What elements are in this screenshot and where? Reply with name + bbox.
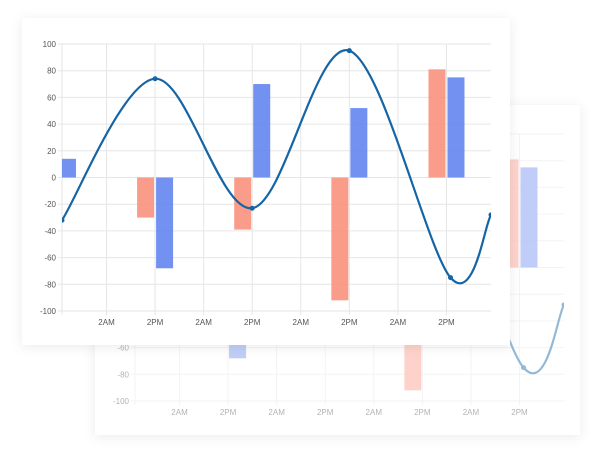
- red-bar: [331, 177, 349, 301]
- y-tick-label: 80: [47, 67, 56, 76]
- x-tick-label: 2PM: [438, 318, 455, 327]
- y-tick-label: 20: [47, 147, 56, 156]
- y-tick-label: -100: [40, 307, 57, 316]
- x-tick-label: 2PM: [511, 408, 528, 417]
- line-point: [152, 76, 158, 82]
- line-point: [488, 212, 491, 218]
- blue-bar: [62, 158, 76, 178]
- red-bar: [428, 69, 446, 178]
- x-tick-label: 2PM: [414, 408, 431, 417]
- y-tick-label: 100: [43, 40, 57, 49]
- red-bar: [137, 177, 155, 218]
- y-tick-label: 0: [52, 174, 57, 183]
- line-point: [521, 365, 527, 371]
- main-chart-card: [22, 18, 510, 345]
- y-tick-label: -100: [113, 397, 130, 406]
- line-point: [346, 48, 352, 54]
- y-tick-label: 40: [47, 120, 56, 129]
- x-tick-label: 2AM: [98, 318, 115, 327]
- main-chart: 100 80 60 40 20 0 -20 -40 -60 -80 -100 2AM 2PM 2AM 2PM…: [40, 40, 491, 327]
- y-tick-label: -60: [44, 254, 56, 263]
- x-tick-label: 2PM: [317, 408, 334, 417]
- red-bar: [234, 177, 252, 230]
- line-point: [62, 217, 65, 223]
- y-tick-label: -20: [44, 200, 56, 209]
- x-tick-label: 2PM: [341, 318, 358, 327]
- x-tick-label: 2PM: [147, 318, 164, 327]
- x-tick-label: 2AM: [463, 408, 480, 417]
- x-tick-label: 2PM: [244, 318, 261, 327]
- x-tick-label: 2AM: [366, 408, 383, 417]
- plot-area: [62, 48, 491, 301]
- x-tick-label: 2AM: [171, 408, 188, 417]
- x-tick-label: 2AM: [390, 318, 407, 327]
- line-point: [561, 302, 564, 308]
- blue-bar: [253, 84, 271, 178]
- blue-bar: [350, 108, 368, 178]
- line-point: [249, 205, 255, 211]
- blue-bar: [156, 177, 174, 269]
- x-tick-label: 2AM: [195, 318, 212, 327]
- y-tick-label: -60: [117, 344, 129, 353]
- x-tick-label: 2AM: [293, 318, 310, 327]
- line-point: [448, 275, 454, 281]
- blue-bar: [520, 167, 538, 268]
- y-tick-label: 60: [47, 93, 56, 102]
- y-tick-label: -80: [44, 280, 56, 289]
- blue-bar: [447, 77, 465, 178]
- y-tick-label: -40: [44, 227, 56, 236]
- x-tick-label: 2AM: [268, 408, 285, 417]
- y-tick-label: -80: [117, 370, 129, 379]
- x-tick-label: 2PM: [220, 408, 237, 417]
